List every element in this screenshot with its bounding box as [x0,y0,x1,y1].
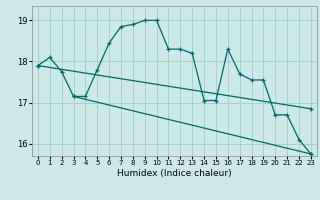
X-axis label: Humidex (Indice chaleur): Humidex (Indice chaleur) [117,169,232,178]
